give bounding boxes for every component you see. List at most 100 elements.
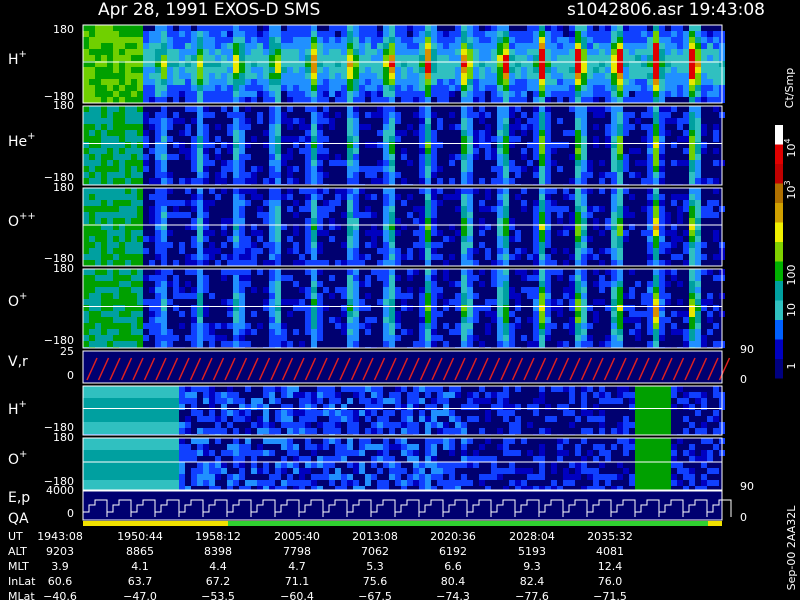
spectrogram-cell	[185, 416, 191, 422]
spectrogram-cell	[611, 55, 617, 61]
spectrogram-cell	[647, 404, 653, 410]
spectrogram-cell	[245, 323, 251, 329]
spectrogram-cell	[359, 212, 365, 218]
spectrogram-cell	[671, 37, 677, 43]
spectrogram-cell	[113, 136, 119, 142]
spectrogram-cell	[251, 55, 257, 61]
spectrogram-cell	[701, 341, 707, 347]
spectrogram-cell	[587, 172, 593, 178]
spectrogram-cell	[485, 305, 491, 311]
spectrogram-cell	[485, 25, 491, 31]
spectrogram-cell	[227, 55, 233, 61]
spectrogram-cell	[545, 188, 551, 194]
spectrogram-cell	[377, 404, 383, 410]
spectrogram-cell	[263, 67, 269, 73]
spectrogram-cell	[689, 97, 695, 103]
spectrogram-cell	[281, 404, 287, 410]
spectrogram-cell	[623, 293, 629, 299]
spectrogram-cell	[449, 124, 455, 130]
spectrogram-cell	[377, 91, 383, 97]
spectrogram-cell	[257, 480, 263, 486]
spectrogram-cell	[269, 31, 275, 37]
spectrogram-cell	[665, 260, 671, 266]
spectrogram-cell	[677, 299, 683, 305]
spectrogram-cell	[455, 329, 461, 335]
spectrogram-cell	[269, 166, 275, 172]
spectrogram-cell	[659, 305, 665, 311]
spectrogram-cell	[713, 386, 719, 392]
spectrogram-cell	[503, 287, 509, 293]
spectrogram-cell	[647, 73, 653, 79]
spectrogram-cell	[125, 428, 131, 434]
spectrogram-cell	[131, 450, 137, 456]
spectrogram-cell	[389, 329, 395, 335]
spectrogram-cell	[521, 91, 527, 97]
spectrogram-cell	[377, 106, 383, 112]
spectrogram-cell	[545, 37, 551, 43]
spectrogram-cell	[209, 386, 215, 392]
spectrogram-cell	[653, 206, 659, 212]
spectrogram-cell	[155, 43, 161, 49]
spectrogram-cell	[221, 25, 227, 31]
spectrogram-cell	[431, 218, 437, 224]
spectrogram-cell	[173, 462, 179, 468]
spectrogram-cell	[461, 254, 467, 260]
spectrogram-cell	[467, 61, 473, 67]
spectrogram-cell	[185, 386, 191, 392]
spectrogram-cell	[659, 275, 665, 281]
spectrogram-cell	[293, 166, 299, 172]
spectrogram-cell	[431, 317, 437, 323]
spectrogram-cell	[479, 91, 485, 97]
spectrogram-cell	[167, 79, 173, 85]
spectrogram-cell	[497, 299, 503, 305]
spectrogram-cell	[305, 160, 311, 166]
spectrogram-cell	[689, 311, 695, 317]
spectrogram-cell	[107, 230, 113, 236]
spectrogram-cell	[227, 254, 233, 260]
spectrogram-cell	[311, 218, 317, 224]
spectrogram-cell	[443, 37, 449, 43]
spectrogram-cell	[401, 67, 407, 73]
spectrogram-cell	[101, 154, 107, 160]
spectrogram-cell	[257, 37, 263, 43]
spectrogram-cell	[689, 293, 695, 299]
spectrogram-cell	[521, 61, 527, 67]
spectrogram-cell	[209, 25, 215, 31]
spectrogram-cell	[113, 55, 119, 61]
spectrogram-cell	[311, 323, 317, 329]
spectrogram-cell	[113, 480, 119, 486]
spectrogram-cell	[443, 275, 449, 281]
spectrogram-cell	[239, 236, 245, 242]
spectrogram-cell	[377, 31, 383, 37]
spectrogram-cell	[245, 416, 251, 422]
spectrogram-cell	[239, 31, 245, 37]
spectrogram-cell	[89, 166, 95, 172]
spectrogram-cell	[305, 148, 311, 154]
spectrogram-cell	[311, 392, 317, 398]
spectrogram-cell	[113, 422, 119, 428]
spectrogram-cell	[689, 392, 695, 398]
spectrogram-cell	[239, 462, 245, 468]
spectrogram-cell	[383, 299, 389, 305]
spectrogram-cell	[347, 254, 353, 260]
spectrogram-cell	[173, 206, 179, 212]
spectrogram-cell	[125, 206, 131, 212]
spectrogram-cell	[107, 85, 113, 91]
spectrogram-cell	[353, 218, 359, 224]
spectrogram-cell	[683, 317, 689, 323]
spectrogram-cell	[335, 73, 341, 79]
spectrogram-cell	[149, 438, 155, 444]
spectrogram-cell	[539, 61, 545, 67]
spectrogram-cell	[227, 37, 233, 43]
spectrogram-cell	[209, 242, 215, 248]
spectrogram-cell	[113, 194, 119, 200]
spectrogram-cell	[101, 112, 107, 118]
spectrogram-cell	[215, 456, 221, 462]
spectrogram-cell	[509, 142, 515, 148]
spectrogram-cell	[545, 166, 551, 172]
spectrogram-cell	[677, 311, 683, 317]
spectrogram-cell	[593, 218, 599, 224]
spectrogram-cell	[293, 97, 299, 103]
spectrogram-cell	[539, 106, 545, 112]
spectrogram-cell	[113, 305, 119, 311]
